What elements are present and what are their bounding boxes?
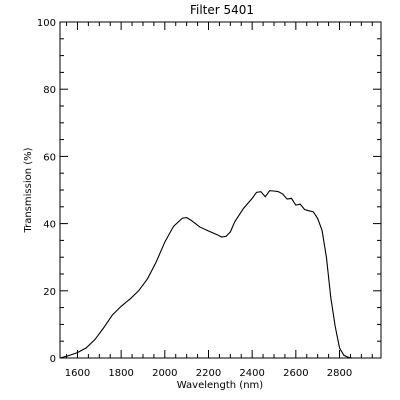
y-axis-ticks — [60, 21, 381, 359]
y-tick-label: 40 — [43, 220, 56, 231]
y-axis-label: Transmission (%) — [23, 147, 34, 233]
series-line — [59, 190, 381, 359]
x-tick-label: 1800 — [108, 368, 133, 379]
y-tick-label: 0 — [50, 354, 56, 365]
y-tick-label: 80 — [43, 85, 56, 96]
y-tick-label: 60 — [43, 152, 56, 163]
x-tick-label: 2600 — [283, 368, 308, 379]
x-axis-label: Wavelength (nm) — [177, 380, 263, 391]
y-tick-label: 100 — [37, 18, 56, 29]
x-axis-tick-labels: 1600 1800 2000 2200 2400 2600 2800 — [65, 368, 352, 379]
x-tick-label: 1600 — [65, 368, 90, 379]
x-axis-ticks — [66, 22, 373, 358]
y-tick-label: 20 — [43, 287, 56, 298]
x-tick-label: 2800 — [327, 368, 352, 379]
x-tick-label: 2000 — [152, 368, 177, 379]
chart-title: Filter 5401 — [190, 3, 254, 17]
x-tick-label: 2400 — [239, 368, 264, 379]
x-tick-label: 2200 — [196, 368, 221, 379]
y-axis-tick-labels: 0 20 40 60 80 100 — [37, 18, 56, 365]
